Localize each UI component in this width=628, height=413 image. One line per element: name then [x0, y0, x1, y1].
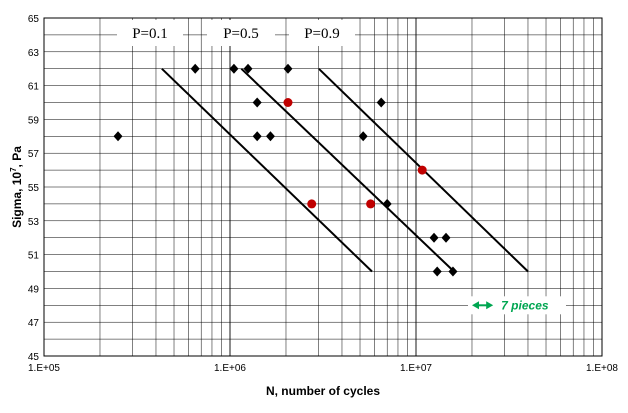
probability-label: P=0.1 [132, 26, 168, 42]
annotation-background [467, 296, 566, 315]
fit-line [161, 67, 373, 273]
probability-label-box [117, 20, 183, 46]
probability-label: P=0.9 [304, 26, 340, 42]
tick-labels: 1.E+05 1.E+06 1.E+07 1.E+08 45 47 49 51 53 55 57 59… [28, 14, 619, 374]
data-point-diamond [265, 131, 275, 142]
data-point-diamond [448, 266, 458, 277]
data-point-diamond [432, 266, 442, 277]
data-point-diamond [429, 232, 439, 243]
y-tick-label: 59 [28, 115, 40, 126]
y-axis-label: Sigma, 107, Pa [9, 146, 24, 228]
y-tick-label: 45 [28, 352, 40, 363]
data-point-circle [366, 199, 376, 209]
probability-labels: P=0.1 P=0.5 P=0.9 [117, 20, 355, 46]
data-point-diamond [113, 131, 123, 142]
annotation: 7 pieces [467, 296, 566, 315]
y-tick-label: 57 [28, 149, 40, 160]
annotation-label: 7 pieces [501, 298, 549, 312]
y-tick-label: 63 [28, 48, 40, 59]
x-tick-label: 1.E+08 [586, 363, 618, 374]
data-points [113, 63, 458, 277]
x-tick-label: 1.E+07 [400, 363, 432, 374]
y-tick-label: 65 [28, 14, 40, 25]
data-point-diamond [382, 198, 392, 209]
data-point-diamond [252, 131, 262, 142]
probability-label: P=0.5 [223, 26, 259, 42]
y-tick-label: 49 [28, 284, 40, 295]
x-axis-label: N, number of cycles [266, 384, 380, 398]
y-tick-label: 53 [28, 217, 40, 228]
arrow-head-right [486, 301, 494, 310]
x-tick-label: 1.E+06 [214, 363, 246, 374]
arrow-head-left [471, 301, 479, 310]
y-tick-label: 47 [28, 318, 40, 329]
data-point-diamond [358, 131, 368, 142]
y-tick-label: 55 [28, 183, 40, 194]
data-point-diamond [243, 63, 253, 74]
data-point-diamond [229, 63, 239, 74]
probability-label-box [207, 20, 275, 46]
data-point-diamond [190, 63, 200, 74]
y-tick-label: 51 [28, 251, 40, 262]
probability-label-box [289, 20, 355, 46]
x-tick-label: 1.E+05 [28, 363, 60, 374]
data-point-diamond [252, 97, 262, 108]
fit-line [240, 67, 455, 273]
data-point-diamond [283, 63, 293, 74]
data-point-diamond [376, 97, 386, 108]
plot-area [43, 17, 603, 357]
data-point-circle [283, 98, 293, 107]
y-tick-label: 61 [28, 82, 40, 93]
data-point-circle [417, 165, 427, 175]
data-point-diamond [441, 232, 451, 243]
data-point-circle [307, 199, 317, 209]
